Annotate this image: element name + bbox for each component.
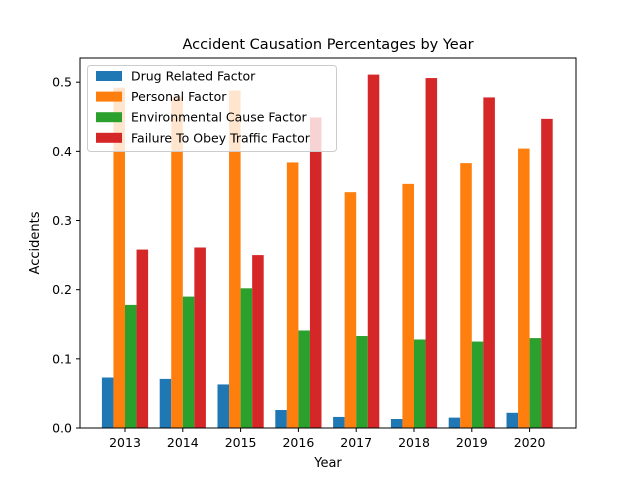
- bar: [298, 330, 310, 428]
- x-tick-label: 2018: [398, 435, 430, 450]
- bar: [286, 162, 299, 428]
- bar: [275, 410, 287, 428]
- bar: [356, 336, 368, 428]
- legend-frame: [87, 65, 337, 152]
- x-tick-label: 2020: [514, 435, 546, 450]
- bar: [101, 377, 114, 428]
- bar: [425, 78, 438, 428]
- bar: [194, 247, 206, 428]
- bar: [460, 163, 472, 428]
- bar: [125, 304, 137, 428]
- y-tick-label: 0.0: [52, 421, 72, 436]
- bar: [113, 87, 125, 429]
- y-tick-label: 0.4: [52, 144, 72, 159]
- x-tick-label: 2017: [340, 435, 372, 450]
- legend-label: Drug Related Factor: [131, 69, 256, 84]
- bar: [367, 74, 380, 428]
- y-tick-label: 0.3: [52, 213, 72, 228]
- bar: [171, 96, 183, 428]
- bar: [541, 118, 553, 429]
- bar: [136, 249, 149, 428]
- bar: [518, 148, 530, 428]
- bar: [309, 117, 322, 428]
- x-tick-label: 2016: [282, 435, 314, 450]
- bar: [471, 341, 484, 428]
- x-tick-label: 2019: [456, 435, 488, 450]
- bar: [333, 416, 345, 428]
- bar: [182, 296, 195, 428]
- bar: [529, 338, 542, 428]
- y-tick-label: 0.2: [52, 282, 72, 297]
- legend-swatch: [96, 91, 122, 102]
- bar: [217, 384, 230, 428]
- chart-title: Accident Causation Percentages by Year: [182, 37, 473, 53]
- y-axis-ticks: 0.0 0.1 0.2 0.3 0.4 0.5: [52, 75, 80, 436]
- bar: [448, 417, 461, 428]
- bar: [390, 419, 403, 428]
- x-axis-ticks: 2013 2014 2015 2016 2017 2018 2019 2020: [109, 428, 546, 450]
- legend-swatch: [96, 132, 122, 143]
- x-axis-label: Year: [313, 456, 342, 471]
- bar: [483, 97, 495, 429]
- x-tick-label: 2015: [225, 435, 257, 450]
- y-tick-label: 0.5: [52, 75, 72, 90]
- legend-label: Personal Factor: [131, 89, 227, 104]
- bar: [159, 378, 172, 428]
- legend-swatch: [96, 112, 122, 123]
- y-tick-label: 0.1: [52, 351, 72, 366]
- bar: [229, 90, 241, 428]
- bar: [240, 288, 253, 428]
- legend-label: Failure To Obey Traffic Factor: [131, 130, 311, 145]
- legend: Drug Related Factor Personal Factor Enviro…: [87, 65, 337, 152]
- legend-label: Environmental Cause Factor: [131, 110, 308, 125]
- y-axis-label: Accidents: [28, 211, 43, 274]
- legend-swatch: [96, 71, 122, 81]
- x-tick-label: 2014: [167, 435, 199, 450]
- plot-area-frame: [79, 57, 577, 429]
- x-tick-label: 2013: [109, 435, 141, 450]
- bar: [414, 339, 426, 428]
- bar: [252, 255, 264, 428]
- bar: [402, 183, 414, 428]
- bar: [506, 412, 519, 428]
- bars-group: [101, 74, 553, 429]
- bar: [344, 192, 357, 428]
